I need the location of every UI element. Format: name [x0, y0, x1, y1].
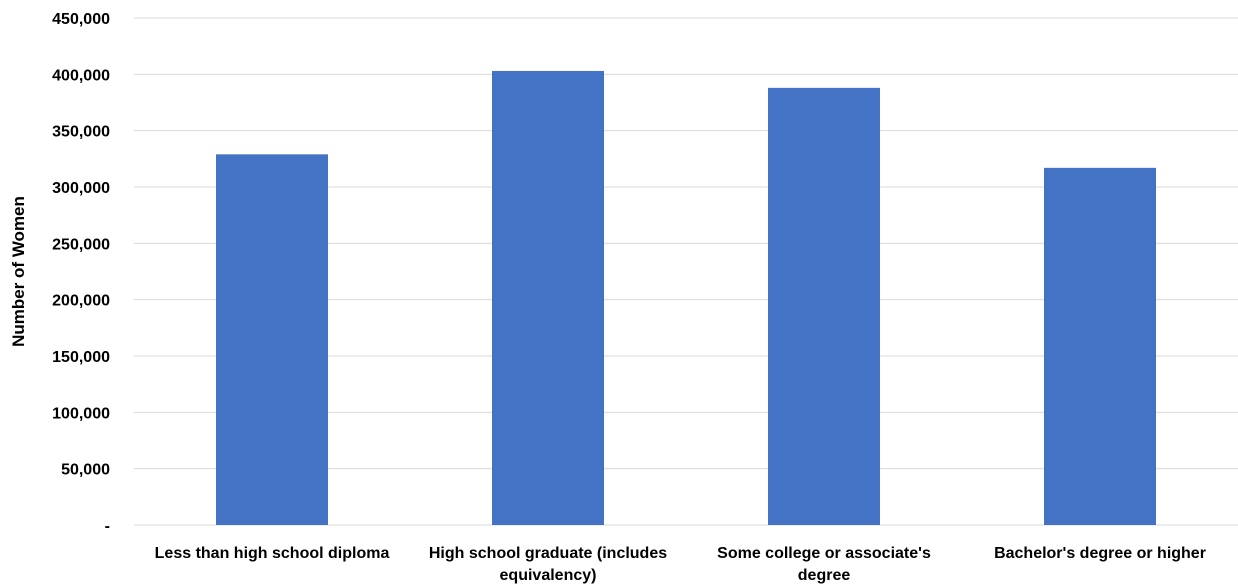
y-tick-label: 450,000	[52, 11, 110, 28]
y-tick-label: 400,000	[52, 67, 110, 84]
bar	[1044, 167, 1156, 525]
y-axis-title: Number of Women	[9, 196, 28, 347]
bar	[216, 154, 328, 525]
x-axis-category-labels: Less than high school diploma High school…	[155, 545, 1206, 584]
y-axis-tick-labels: - 50,000 100,000 150,000 200,000 250,000 300,0…	[52, 11, 110, 535]
bars	[216, 70, 1156, 525]
bar	[768, 87, 880, 525]
y-tick-label: 350,000	[52, 124, 110, 141]
y-tick-label: 200,000	[52, 293, 110, 310]
x-category-label: Some college or associate's degree	[717, 545, 931, 584]
x-category-label: Less than high school diploma	[155, 545, 390, 562]
y-tick-label: 250,000	[52, 236, 110, 253]
y-tick-label: 150,000	[52, 349, 110, 366]
bar	[492, 70, 604, 525]
y-tick-label: 300,000	[52, 180, 110, 197]
y-tick-label: -	[105, 518, 110, 535]
x-category-label: Bachelor's degree or higher	[994, 545, 1206, 562]
y-tick-label: 50,000	[61, 462, 110, 479]
y-tick-label: 100,000	[52, 405, 110, 422]
x-category-label: High school graduate (includes equivalenc…	[429, 545, 667, 584]
